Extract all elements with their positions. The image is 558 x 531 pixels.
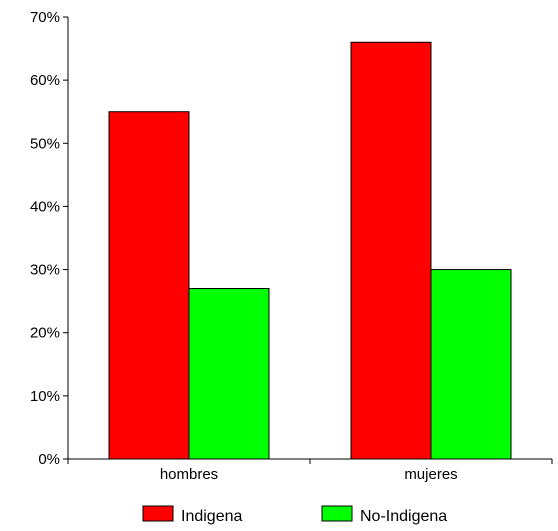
- bar-mujeres-indigena: [350, 41, 432, 460]
- y-tick-label: 20%: [30, 325, 60, 342]
- y-tick-label: 10%: [30, 388, 60, 405]
- y-tick-label: 70%: [30, 9, 60, 26]
- y-tick-label: 0%: [38, 451, 60, 468]
- y-tick-label: 60%: [30, 72, 60, 89]
- y-tick-label: 50%: [30, 135, 60, 152]
- legend: Indigena No-Indigena: [142, 505, 447, 525]
- x-tick-label: mujeres: [404, 466, 457, 483]
- bar-hombres-no-indigena: [188, 288, 270, 460]
- bar-mujeres-no-indigena: [430, 269, 512, 460]
- bar-hombres-indigena: [108, 111, 190, 460]
- y-tick-label: 40%: [30, 198, 60, 215]
- x-tick-label: hombres: [160, 466, 218, 483]
- legend-label: No-Indigena: [360, 508, 447, 525]
- y-tick-label: 30%: [30, 262, 60, 279]
- legend-swatch-indigena: [142, 505, 174, 522]
- bars: [108, 41, 512, 460]
- legend-swatch-no-indigena: [321, 505, 353, 522]
- axes: 0% 10% 20% 30% 40% 50% 60% 70% hombres mujeres: [30, 9, 553, 483]
- legend-label: Indigena: [181, 508, 242, 525]
